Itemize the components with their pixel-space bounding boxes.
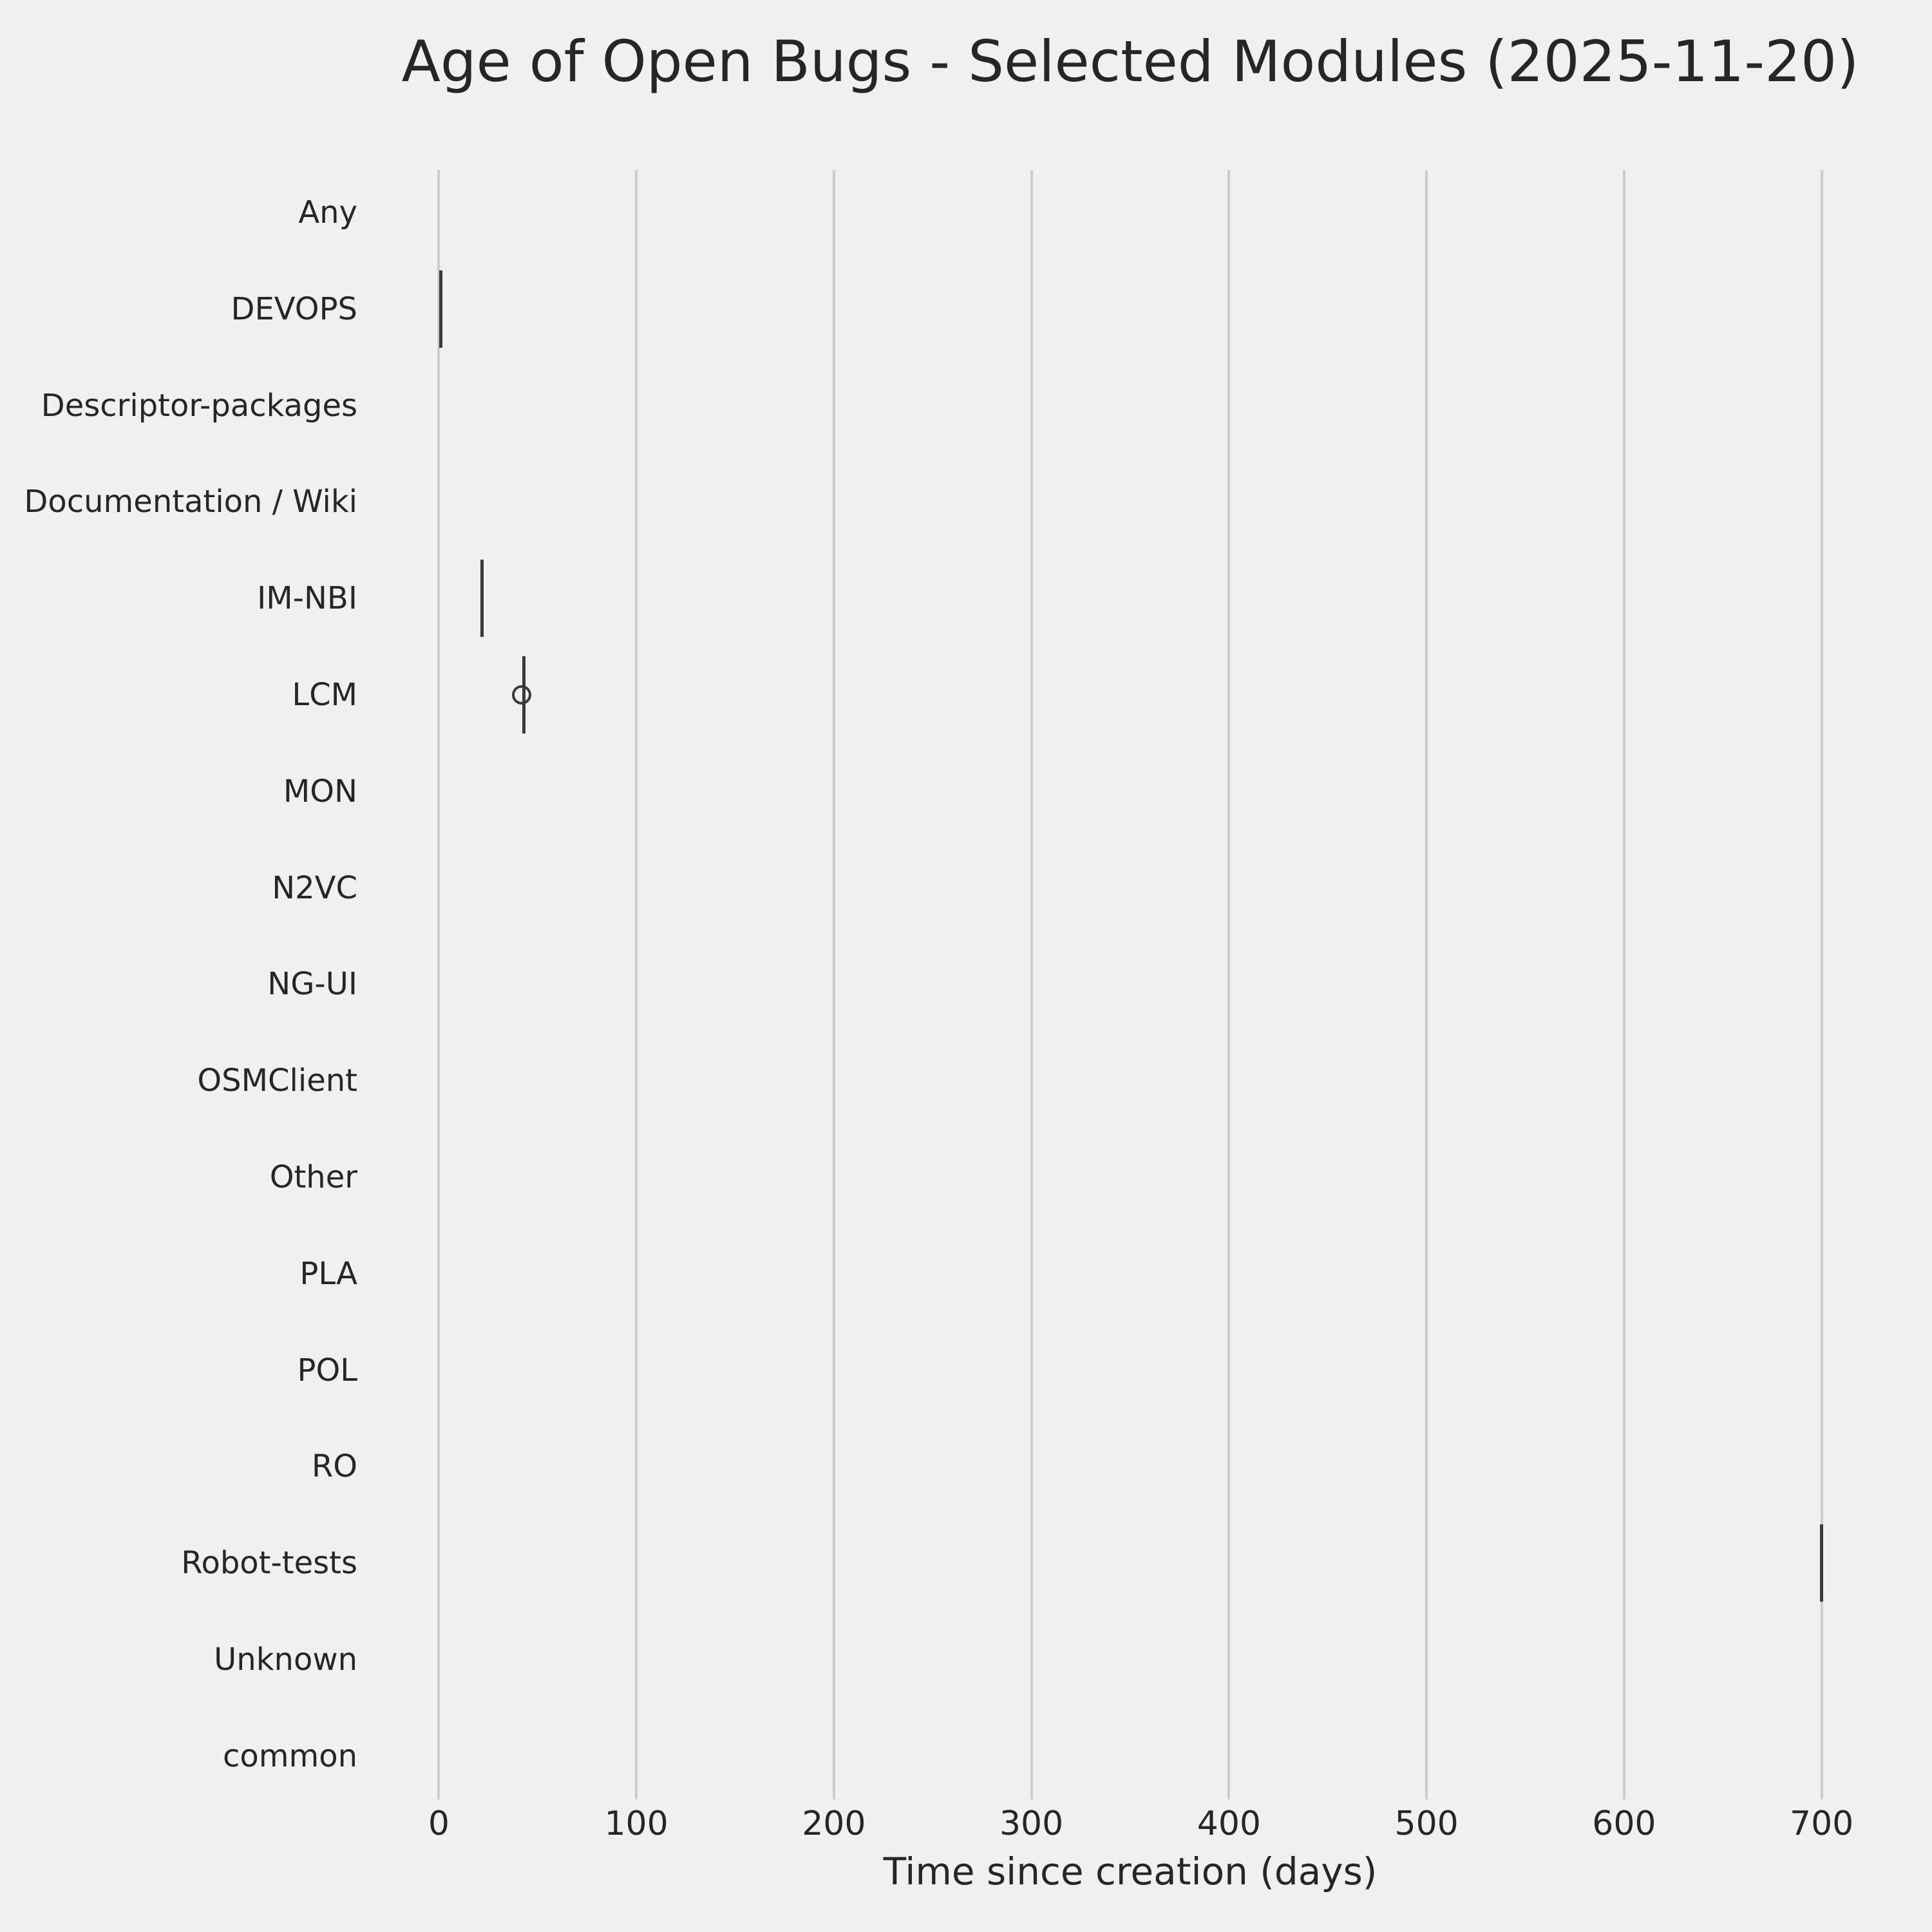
x-tick-label-0: 0	[428, 1804, 450, 1843]
gridline-x-100	[635, 170, 638, 1799]
x-tick-label-600: 600	[1592, 1804, 1656, 1843]
x-tick-label-300: 300	[999, 1804, 1064, 1843]
gridline-x-200	[832, 170, 835, 1799]
y-tick-label-pol: POL	[297, 1352, 357, 1388]
x-tick-label-700: 700	[1789, 1804, 1854, 1843]
y-tick-label-any: Any	[298, 194, 357, 231]
y-tick-label-descriptor-packages: Descriptor-packages	[41, 387, 357, 424]
y-tick-label-pla: PLA	[299, 1255, 357, 1292]
y-tick-label-other: Other	[269, 1159, 357, 1195]
plot-area	[370, 170, 1891, 1799]
y-tick-label-common: common	[222, 1738, 357, 1774]
gridline-x-0	[437, 170, 440, 1799]
y-tick-label-osmclient: OSMClient	[197, 1063, 357, 1099]
x-tick-label-100: 100	[604, 1804, 668, 1843]
y-tick-label-im-nbi: IM-NBI	[257, 580, 357, 617]
flier-lcm	[512, 685, 532, 705]
chart-title: Age of Open Bugs - Selected Modules (202…	[401, 28, 1859, 95]
x-tick-label-400: 400	[1197, 1804, 1261, 1843]
y-tick-label-ro: RO	[311, 1448, 357, 1485]
y-tick-label-lcm: LCM	[292, 677, 357, 713]
box-im-nbi	[480, 560, 484, 638]
y-tick-label-n2vc: N2VC	[272, 869, 357, 906]
box-robot-tests	[1820, 1524, 1824, 1602]
gridline-x-500	[1425, 170, 1428, 1799]
y-tick-label-robot-tests: Robot-tests	[181, 1545, 357, 1582]
gridline-x-400	[1227, 170, 1231, 1799]
y-tick-label-mon: MON	[283, 773, 357, 810]
y-tick-label-unknown: Unknown	[214, 1642, 357, 1678]
y-tick-label-documentation-wiki: Documentation / Wiki	[24, 484, 357, 520]
gridline-x-600	[1622, 170, 1625, 1799]
y-tick-label-devops: DEVOPS	[231, 290, 357, 327]
gridline-x-300	[1030, 170, 1033, 1799]
x-tick-label-500: 500	[1394, 1804, 1459, 1843]
x-axis-label: Time since creation (days)	[883, 1850, 1378, 1893]
gridline-x-700	[1820, 170, 1823, 1799]
x-tick-label-200: 200	[802, 1804, 866, 1843]
box-devops	[439, 270, 442, 348]
y-tick-label-ng-ui: NG-UI	[267, 966, 357, 1003]
